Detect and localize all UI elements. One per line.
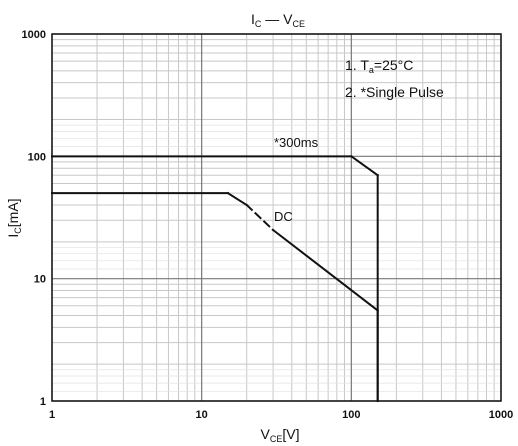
x-tick-label: 100 <box>342 409 360 421</box>
y-tick-label: 1000 <box>22 29 46 41</box>
plot-frame <box>51 33 502 402</box>
y-tick-label: 1 <box>40 396 46 408</box>
series-1-segment <box>245 203 275 232</box>
series-1-segment <box>226 191 249 207</box>
note-single-pulse: 2. *Single Pulse <box>345 84 444 100</box>
y-axis-label: IC[mA] <box>5 198 23 237</box>
note-ambient-temperature: 1. Ta=25°C <box>345 57 413 75</box>
y-tick-label: 100 <box>28 151 46 163</box>
series-label-300ms: *300ms <box>274 135 319 150</box>
x-tick-label: 10 <box>196 409 208 421</box>
x-axis-label: VCE[V] <box>261 426 300 444</box>
tick-labels: 1 10 100 1000 1 10 100 1000 <box>22 29 514 421</box>
chart-title: IC — VCE <box>251 11 305 29</box>
series-0-segment <box>349 154 380 177</box>
series-label-dc: DC <box>274 209 293 224</box>
x-tick-label: 1 <box>49 409 55 421</box>
x-tick-label: 1000 <box>489 409 513 421</box>
minor-gridlines <box>52 34 501 401</box>
series-1-segment <box>271 228 380 312</box>
y-tick-label: 10 <box>34 274 46 286</box>
series-layer <box>51 154 380 402</box>
